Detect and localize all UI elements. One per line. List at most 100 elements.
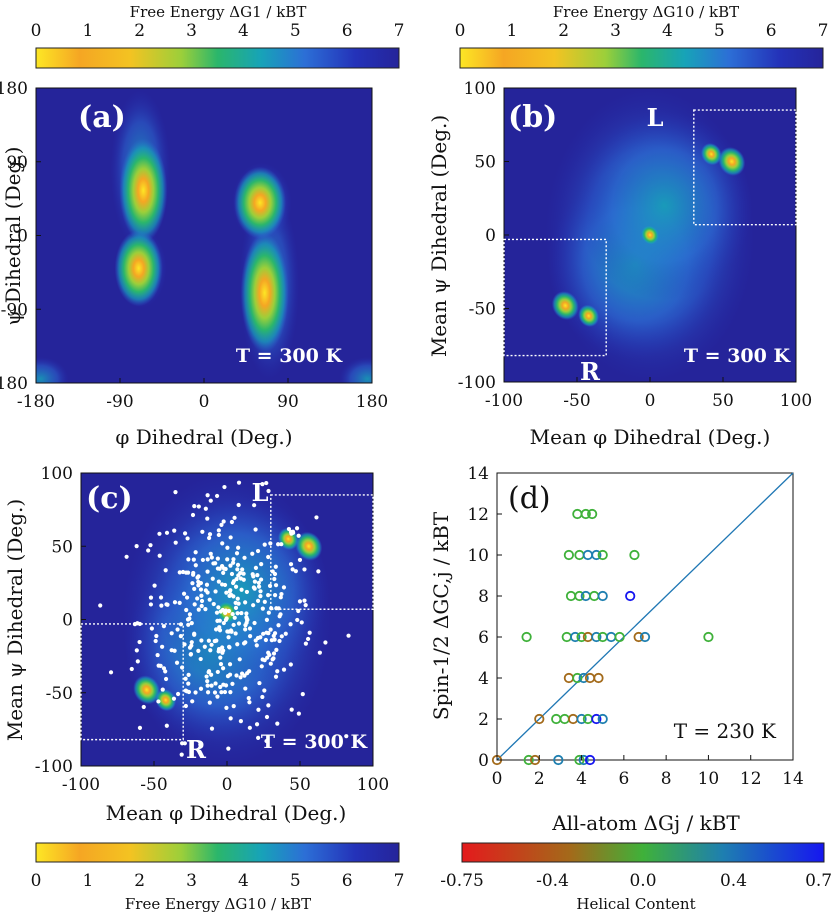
overlay-dot [199, 638, 204, 643]
overlay-dot [223, 617, 229, 622]
y-axis-label: Spin-1/2 ΔGC,j / kBT [429, 511, 453, 720]
overlay-dot [294, 526, 300, 531]
colorbar-tick-label: 0.0 [629, 871, 656, 891]
overlay-dot [196, 504, 201, 509]
overlay-dot [233, 605, 239, 610]
scatter-point [591, 713, 602, 725]
overlay-dot [279, 591, 284, 597]
region-box-l [693, 109, 797, 226]
overlay-dot [220, 645, 225, 650]
overlay-dot [187, 612, 193, 617]
overlay-dot [190, 581, 195, 586]
panel-b: -100 -50 0 50 100 100 50 0 -50 -100 (b) L R T = 3… [427, 79, 812, 449]
colorbar-title: Free Energy ΔG10 / kBT [553, 3, 739, 21]
overlay-dot [205, 683, 210, 688]
overlay-dot [232, 515, 237, 520]
overlay-dot [295, 617, 300, 623]
overlay-dot [266, 488, 271, 494]
overlay-dot [228, 716, 233, 721]
overlay-dot [206, 669, 212, 674]
colorbar-tick-label: 4 [662, 21, 673, 41]
overlay-dot [148, 602, 154, 607]
overlay-dot [199, 598, 205, 604]
panel-label: (c) [86, 481, 133, 516]
overlay-dot [192, 602, 197, 607]
overlay-dot [254, 643, 259, 648]
overlay-dot [214, 638, 219, 643]
overlay-dot [263, 637, 268, 643]
overlay-dot [271, 633, 276, 638]
overlay-dot [226, 629, 231, 634]
overlay-dot [218, 661, 224, 667]
overlay-dot [205, 569, 210, 574]
overlay-dot [186, 689, 192, 695]
overlay-dot [288, 622, 293, 627]
scatter-point [593, 672, 604, 684]
y-tick-label: 180 [0, 79, 28, 99]
overlay-dot [231, 594, 236, 599]
overlay-dot [198, 580, 204, 586]
overlay-dot [209, 683, 214, 688]
overlay-dot [159, 603, 164, 608]
overlay-dot [184, 607, 189, 613]
overlay-dot [289, 707, 294, 712]
overlay-dot [223, 610, 228, 616]
overlay-dot [209, 555, 214, 560]
overlay-dot [251, 603, 256, 608]
x-tick-label: 14 [782, 769, 804, 789]
basin [240, 232, 289, 353]
overlay-dot [216, 647, 222, 652]
colorbar-tick-label: 7 [818, 21, 829, 41]
overlay-dot [268, 627, 273, 632]
x-tick-label: 50 [712, 391, 734, 411]
overlay-dot [225, 673, 231, 679]
colorbar-bar [35, 47, 400, 69]
overlay-dot [252, 620, 257, 626]
overlay-dot [165, 602, 170, 607]
overlay-dot [225, 545, 230, 550]
colorbar-tick-label: 5 [290, 21, 301, 41]
overlay-dot [196, 607, 201, 612]
x-tick-label: 100 [357, 775, 389, 795]
overlay-dot [198, 686, 204, 691]
overlay-dot [297, 557, 303, 563]
overlay-dot [161, 666, 167, 671]
overlay-dot [259, 562, 264, 567]
overlay-dot [264, 714, 270, 720]
x-tick-label: 0 [492, 769, 503, 789]
overlay-dot [290, 567, 295, 572]
overlay-dot [236, 545, 241, 550]
overlay-dot [224, 590, 229, 595]
colorbar-tick-label: -0.4 [536, 871, 569, 891]
scatter-point [578, 754, 589, 766]
overlay-dot [240, 567, 245, 572]
overlay-dot [210, 576, 215, 581]
overlay-dot [191, 557, 196, 562]
overlay-dot [158, 595, 164, 600]
overlay-dot [239, 610, 244, 616]
overlay-dot [225, 557, 230, 562]
overlay-dot [218, 684, 223, 690]
overlay-dot [296, 711, 301, 716]
overlay-dot [216, 532, 221, 538]
overlay-dot [245, 618, 250, 623]
x-tick-label: 0 [645, 391, 656, 411]
overlay-dot [251, 585, 256, 590]
overlay-dot [276, 623, 281, 628]
overlay-dot [205, 557, 210, 562]
colorbar-tick-label: 3 [186, 871, 197, 891]
overlay-dot [148, 543, 153, 548]
basin [718, 147, 746, 176]
overlay-dot [235, 642, 240, 647]
overlay-dot [203, 506, 208, 511]
overlay-dot [192, 504, 197, 509]
overlay-dot [252, 579, 258, 584]
scatter-point [576, 713, 587, 725]
overlay-dot [215, 669, 220, 675]
x-axis-label: Mean φ Dihedral (Deg.) [106, 801, 347, 825]
x-tick-label: 6 [618, 769, 629, 789]
overlay-dot [200, 529, 205, 534]
overlay-dot [317, 650, 322, 655]
overlay-dot [261, 631, 266, 636]
